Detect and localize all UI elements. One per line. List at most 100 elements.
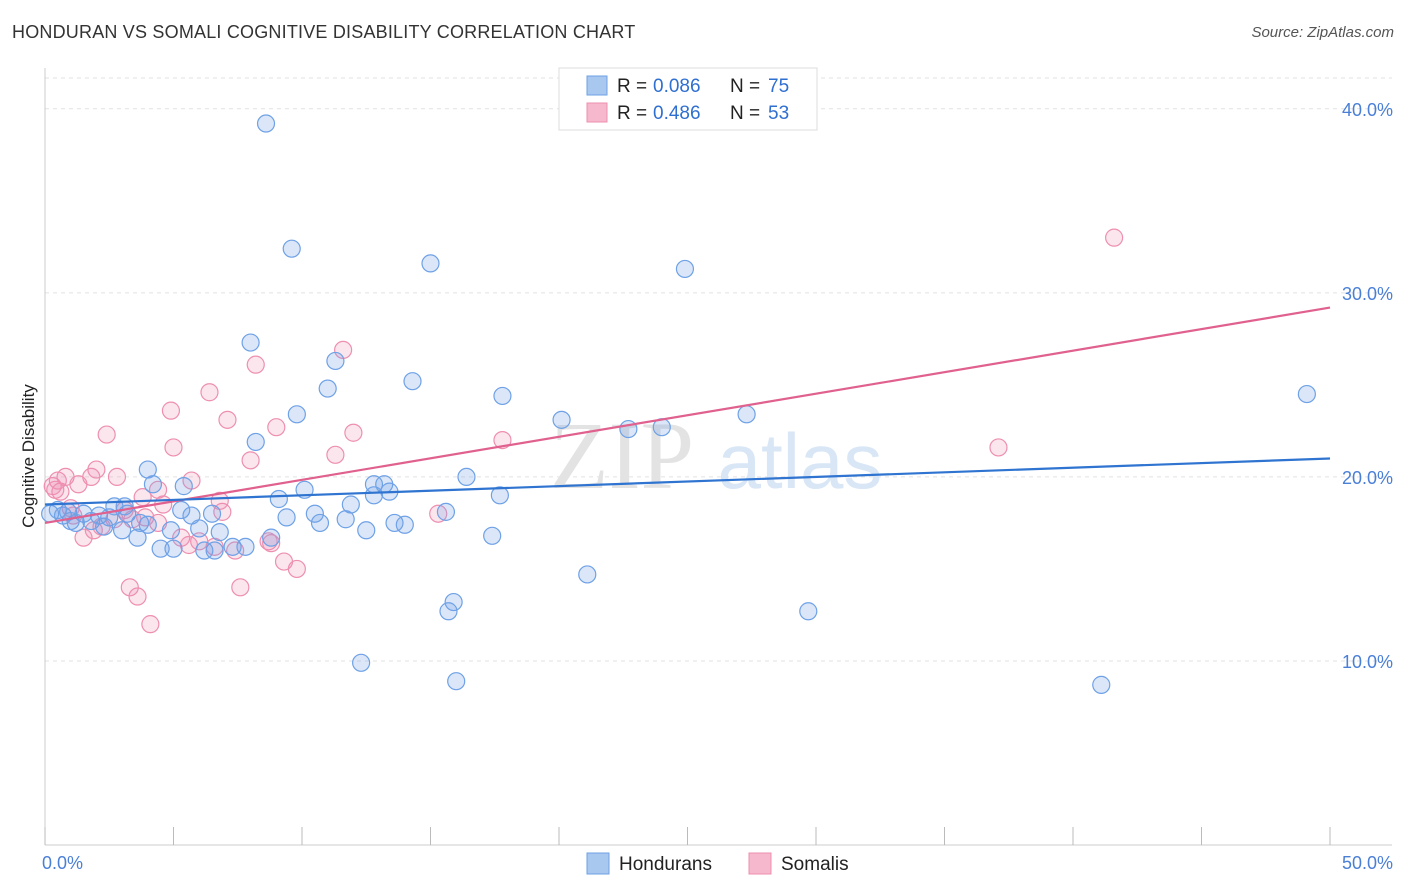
- hondurans-point: [241, 333, 260, 352]
- legend-r-label-somalis: R =: [617, 103, 647, 124]
- hondurans-point: [341, 495, 360, 514]
- axes: [44, 68, 1392, 846]
- bottom-legend-swatch-hondurans: [586, 852, 610, 875]
- hondurans-trendline: [44, 457, 1331, 506]
- hondurans-point: [174, 477, 193, 496]
- somalis-point: [74, 528, 93, 547]
- y-tick-label: 40.0%: [1342, 100, 1393, 120]
- hondurans-point: [246, 432, 265, 452]
- hondurans-point: [172, 500, 191, 520]
- somalis-point: [262, 534, 281, 553]
- somalis-point: [241, 451, 260, 470]
- legend-n-value-hondurans: 75: [768, 76, 789, 97]
- somalis-point: [1105, 228, 1124, 247]
- hondurans-point: [364, 486, 384, 505]
- x-tick-label-min: 0.0%: [42, 853, 83, 873]
- hondurans-point: [403, 372, 422, 391]
- hondurans-point: [95, 517, 114, 536]
- bottom-legend-label-somalis: Somalis: [781, 854, 849, 875]
- hondurans-point: [493, 386, 512, 406]
- hondurans-point: [282, 239, 301, 258]
- somalis-trendline: [44, 306, 1331, 525]
- y-tick-label: 20.0%: [1342, 468, 1393, 488]
- hondurans-point: [202, 504, 222, 523]
- somalis-point: [107, 467, 127, 487]
- chart-title: HONDURAN VS SOMALI COGNITIVE DISABILITY …: [12, 22, 636, 42]
- hondurans-point: [352, 653, 371, 672]
- legend-r-value-somalis: 0.486: [653, 103, 701, 124]
- hondurans-point: [737, 405, 756, 424]
- hondurans-point: [395, 515, 414, 534]
- somalis-point: [344, 423, 363, 442]
- hondurans-point: [256, 114, 276, 133]
- legend-swatch-hondurans: [586, 75, 608, 96]
- hondurans-point: [151, 539, 170, 558]
- legend-n-label-somalis: N =: [730, 103, 760, 124]
- hondurans-point: [210, 523, 229, 542]
- legend-r-label-hondurans: R =: [617, 76, 647, 97]
- source-label: Source: ZipAtlas.com: [1251, 24, 1394, 41]
- y-tick-labels: 10.0% 20.0% 30.0% 40.0%: [1342, 100, 1393, 672]
- somalis-point: [218, 410, 237, 429]
- somalis-point: [989, 438, 1008, 457]
- somalis-point: [161, 401, 181, 420]
- hondurans-point: [799, 602, 818, 621]
- watermark-zip: ZIP: [550, 402, 694, 509]
- hondurans-points: [41, 114, 1316, 694]
- somalis-point: [231, 578, 250, 597]
- hondurans-point: [305, 504, 324, 523]
- y-tick-label: 30.0%: [1342, 284, 1393, 304]
- somalis-point: [87, 460, 106, 479]
- somalis-point: [179, 535, 199, 555]
- somalis-point: [97, 425, 116, 444]
- x-tick-label-max: 50.0%: [1342, 853, 1393, 873]
- hondurans-point: [205, 541, 224, 560]
- hondurans-point: [457, 467, 476, 487]
- hondurans-point: [447, 672, 466, 691]
- hondurans-point: [490, 486, 509, 505]
- hondurans-point: [310, 513, 330, 533]
- hondurans-point: [483, 526, 502, 545]
- somalis-point: [141, 615, 160, 634]
- hondurans-point: [439, 602, 458, 621]
- hondurans-point: [326, 351, 345, 371]
- x-tick-labels: 0.0% 50.0%: [42, 853, 1393, 873]
- y-axis-label: Cognitive Disability: [19, 384, 38, 528]
- hondurans-point: [421, 254, 440, 273]
- somalis-point: [246, 355, 265, 374]
- bottom-legend-swatch-somalis: [748, 852, 772, 875]
- somalis-point: [164, 438, 183, 457]
- somalis-point: [493, 430, 512, 450]
- hondurans-point: [236, 537, 255, 556]
- hondurans-point: [112, 521, 132, 540]
- hondurans-point: [444, 592, 463, 612]
- hondurans-point: [552, 410, 571, 429]
- hondurans-point: [195, 541, 214, 560]
- trendlines: [44, 306, 1331, 525]
- somalis-point: [267, 418, 286, 437]
- top-legend: R = 0.086 N = 75 R = 0.486 N = 53: [558, 67, 818, 131]
- somalis-point: [200, 383, 219, 402]
- hondurans-point: [262, 528, 281, 547]
- y-tick-label: 10.0%: [1342, 652, 1393, 672]
- hondurans-point: [138, 460, 157, 479]
- hondurans-point: [277, 508, 296, 527]
- watermark-atlas: atlas: [718, 417, 883, 505]
- hondurans-point: [1297, 384, 1316, 404]
- hondurans-point: [164, 539, 183, 558]
- legend-n-label-hondurans: N =: [730, 76, 760, 97]
- legend-n-value-somalis: 53: [768, 103, 789, 124]
- hondurans-point: [223, 537, 242, 556]
- somalis-point: [46, 480, 65, 499]
- hondurans-point: [1092, 675, 1111, 694]
- hondurans-point: [675, 259, 695, 279]
- gridlines: [45, 77, 1392, 662]
- somalis-point: [148, 480, 168, 499]
- hondurans-point: [61, 511, 80, 531]
- somalis-point: [326, 445, 345, 464]
- somalis-point: [128, 587, 147, 606]
- hondurans-point: [287, 405, 306, 424]
- somalis-point: [120, 578, 139, 597]
- hondurans-point: [128, 528, 147, 547]
